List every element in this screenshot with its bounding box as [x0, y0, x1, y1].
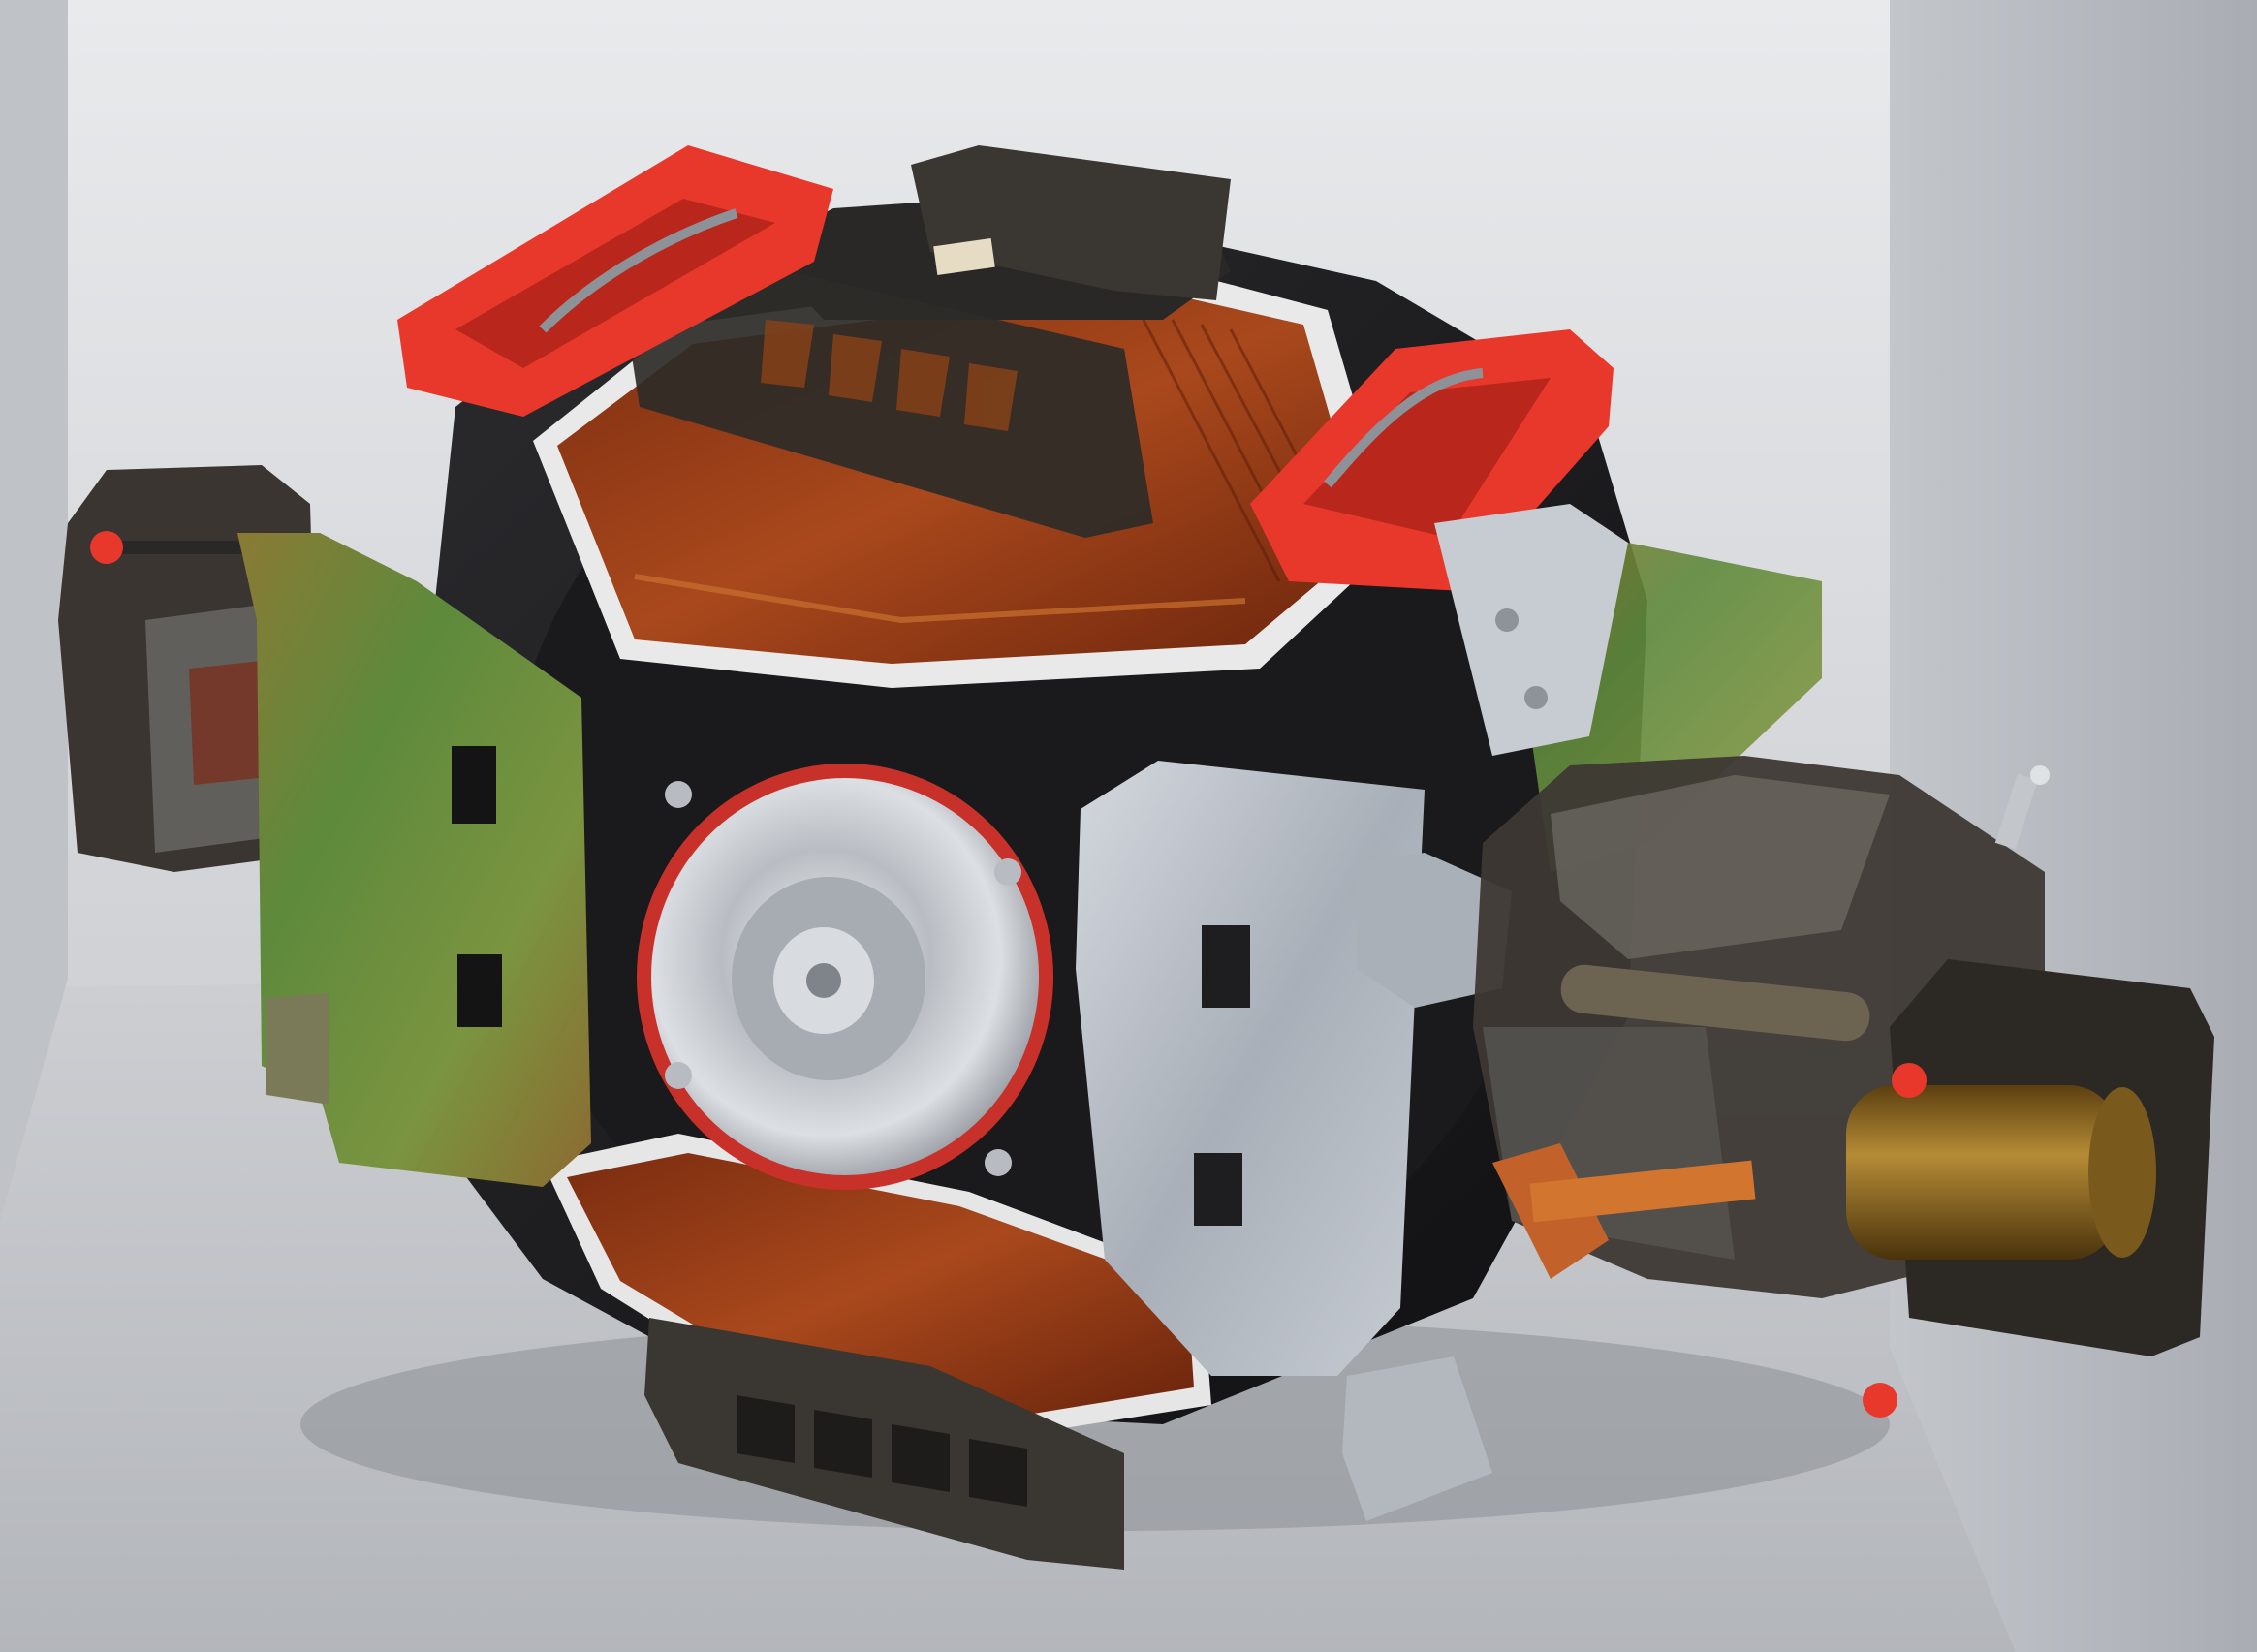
bracket-right — [1076, 761, 1512, 1521]
red-knob-left — [90, 531, 123, 564]
red-knob-lower — [1863, 1383, 1897, 1418]
probe-tip — [1994, 765, 2050, 850]
handle-right[interactable] — [1250, 329, 1614, 591]
bracket-slot-upper-right — [1202, 925, 1250, 1008]
top-vent-cover — [620, 145, 1231, 538]
bracket-slot-upper — [452, 746, 496, 824]
platter-window-bottom — [543, 1134, 1211, 1434]
bracket-slot-lower — [457, 954, 502, 1027]
handle-left[interactable] — [397, 145, 833, 417]
spindle-hub — [637, 764, 1053, 1190]
bracket-left — [237, 533, 591, 1187]
bracket-slot-lower-right — [1194, 1153, 1242, 1226]
background-left-wall-edge — [0, 0, 68, 1221]
bottom-vent-cover — [644, 1318, 1124, 1570]
gold-rod-housing — [1846, 959, 2214, 1418]
red-knob-upper — [1892, 1063, 1927, 1098]
